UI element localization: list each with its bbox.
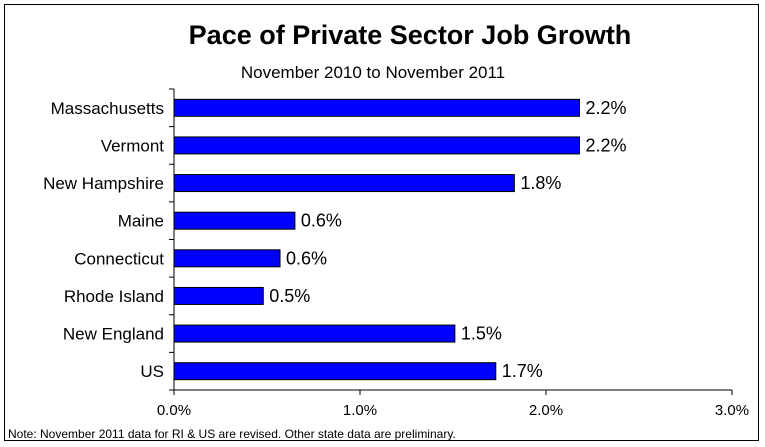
category-label: Massachusetts (51, 99, 164, 118)
value-label: 0.6% (286, 248, 327, 268)
bar-new-england (173, 324, 456, 343)
category-label: New England (63, 325, 164, 344)
x-tick-label: 2.0% (529, 402, 563, 419)
value-label: 2.2% (585, 98, 626, 118)
x-tick-label: 0.0% (157, 402, 191, 419)
x-tick-label: 1.0% (343, 402, 377, 419)
bar-us (173, 362, 497, 381)
bar-connecticut (173, 249, 281, 268)
category-label: Maine (118, 212, 164, 231)
category-label: New Hampshire (43, 174, 164, 193)
chart-note: Note: November 2011 data for RI & US are… (8, 427, 456, 441)
value-label: 2.2% (585, 135, 626, 155)
bar-vermont (173, 136, 580, 155)
chart-title: Pace of Private Sector Job Growth (189, 20, 632, 50)
category-label: Vermont (101, 136, 165, 155)
value-label: 1.7% (502, 361, 543, 381)
value-label: 0.6% (301, 211, 342, 231)
value-label: 1.8% (520, 173, 561, 193)
value-label: 0.5% (269, 286, 310, 306)
bar-rhode-island (173, 286, 264, 305)
value-label: 1.5% (461, 324, 502, 344)
bar-new-hampshire (173, 174, 515, 193)
category-label: US (140, 362, 164, 381)
category-label: Connecticut (74, 249, 164, 268)
bar-group: Massachusetts 2.2% Vermont 2.2% New Hampshir… (43, 88, 627, 391)
chart-subtitle: November 2010 to November 2011 (241, 63, 505, 82)
bar-massachusetts (173, 98, 580, 117)
x-tick-label: 3.0% (715, 402, 749, 419)
category-label: Rhode Island (64, 287, 164, 306)
x-axis-ticks: 0.0% 1.0% 2.0% 3.0% (157, 390, 749, 419)
bar-maine (173, 211, 296, 230)
